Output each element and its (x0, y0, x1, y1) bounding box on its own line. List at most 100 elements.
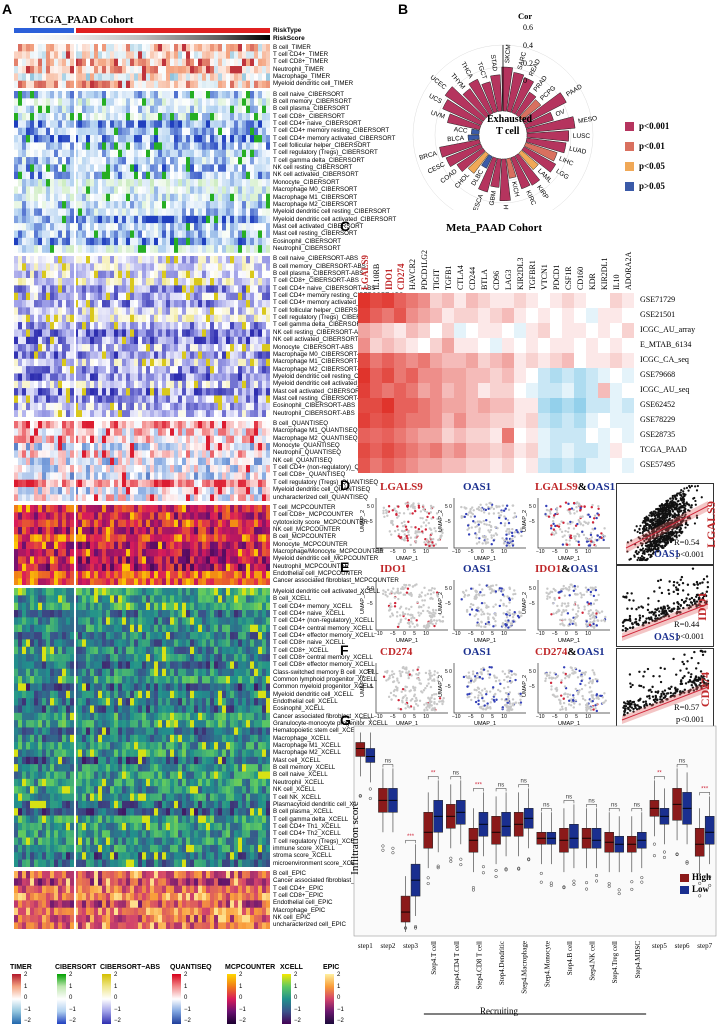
legend-tick: 2 (337, 972, 341, 978)
gene-label-vtcn1: VTCN1 (540, 264, 549, 290)
heat-cell (466, 338, 479, 354)
sig-bracket (631, 808, 643, 812)
scatter-r-f: R=0.57 (674, 702, 700, 712)
radial-bar-kirc (510, 155, 531, 190)
heat-cell (502, 443, 515, 459)
heatmap-row-label: T cell CD8+_CIBERSORT (273, 112, 345, 120)
heat-cell (442, 443, 455, 459)
heatmap-row-label: Macrophage M0_CIBERSORT (273, 186, 358, 194)
heatmap-row-label: Neutrophil_TIMER (273, 65, 324, 73)
sig-label-13: ** (657, 770, 662, 776)
sig-bracket (586, 804, 597, 808)
radial-label-meso: MESO (578, 115, 598, 125)
gene-label-lgals9: LGALS9 (360, 254, 370, 290)
cohort-label-gse28735: GSE28735 (640, 430, 676, 439)
box-low-6 (501, 812, 511, 837)
heatmap-row-label: NK cell activated_CIBERSORT (273, 171, 359, 179)
umap-xticks: −10 −5 0 5 10 (374, 714, 429, 720)
heat-cell (598, 293, 611, 309)
heat-cell (598, 428, 611, 444)
heat-cell (538, 398, 551, 414)
panel-g-group-label: Recruiting (480, 1006, 518, 1016)
heat-cell (478, 443, 491, 459)
umap-ylabel: UMAP_2 (360, 509, 367, 533)
heatmap-row-label: cytotoxicity score_MCPCOUNTER (273, 518, 368, 526)
step-label-0: step1 (358, 942, 373, 950)
heat-cell (382, 368, 395, 384)
heatmap-row-label: Myeloid dendritic cell activated_CIBERSO… (273, 380, 411, 388)
heatmap-row-label: Hematopoietic stem cell_XCELL (273, 727, 362, 735)
heat-cell (358, 413, 371, 429)
heat-cell (370, 368, 383, 384)
heat-cell (514, 443, 527, 459)
heatmap-row-label: Myeloid dendritic cell activated_XCELL (273, 587, 380, 595)
legend-tick: 2 (24, 972, 28, 978)
heat-cell (406, 413, 419, 429)
legend-swatch-low (680, 886, 689, 894)
step-label-8: Step4.Monocyte (543, 941, 551, 987)
heat-cell (466, 323, 479, 339)
heatmap-row-label: B cell_XCELL (273, 595, 312, 603)
radial-label-skcm: SKCM (504, 44, 512, 63)
radial-label-brca: BRCA (419, 150, 439, 162)
heatmap-row-label: T cell regulatory (Tregs)_QUANTISEQ (273, 478, 379, 486)
radial-bar-sarc (506, 72, 525, 113)
heat-cell (382, 428, 395, 444)
gene-label-tigit: TIGIT (432, 269, 441, 290)
radial-label-paad: PAAD (565, 83, 584, 98)
sig-label-15: *** (701, 786, 709, 792)
gene-label-ctla4: CTLA4 (456, 265, 465, 290)
heat-cell (358, 323, 371, 339)
umap-yticks: 5 0 −5 (445, 504, 452, 525)
heat-cell (502, 413, 515, 429)
radial-bar-kich (506, 157, 517, 179)
heatmap-row-label: B cell memory_CIBERSORT (273, 98, 352, 106)
heat-cell (430, 398, 443, 414)
heat-cell (478, 353, 491, 369)
legend-tick: −2 (184, 1018, 191, 1024)
sig-label-2: *** (407, 834, 415, 840)
heatmap-row-label: Common myeloid progenitor_XCELL (273, 683, 374, 691)
radial-bar-thca (468, 78, 494, 116)
heat-cell (394, 293, 407, 309)
heat-cell (538, 353, 551, 369)
heatmap-row-label: Myeloid dendritic cell resting_CIBERSORT (273, 208, 391, 216)
heatmap-row-label: T cell CD8+_CIBERSORT-ABS (273, 277, 359, 285)
heat-cell (370, 458, 383, 473)
sig-label-6: ns (498, 782, 504, 788)
heat-cell (550, 368, 563, 384)
sig-label-10: ns (588, 798, 594, 804)
umap-xticks: −10 −5 0 5 10 (452, 714, 507, 720)
heat-cell (502, 428, 515, 444)
heat-cell (382, 458, 395, 473)
heat-cell (466, 383, 479, 399)
sig-label-11: ns (611, 802, 617, 808)
sig-bracket (563, 800, 575, 804)
heat-cell (442, 413, 455, 429)
heat-cell (526, 368, 539, 384)
radial-label-ov: OV (555, 108, 567, 118)
heat-cell (610, 353, 623, 369)
heat-cell (622, 458, 634, 473)
heat-cell (514, 353, 527, 369)
heatmap-row-label: Cancer associated fibroblast_XCELL (273, 712, 375, 720)
heat-cell (418, 383, 431, 399)
heatmap-row-label: immune score_XCELL (273, 844, 335, 852)
umap-yticks: 5 0 −5 (367, 669, 374, 690)
umap-ylabel: UMAP_2 (438, 674, 445, 698)
legend-title-5: XCELL (280, 964, 303, 971)
scatter-ylabel-d: LGALS9 (703, 501, 718, 548)
radial-bar-pcpg (518, 99, 542, 121)
step-label-6: Step4.Dendritic (498, 941, 506, 985)
umap-plot-e-0 (375, 580, 448, 631)
radial-label-uvm: UVM (430, 110, 446, 121)
heat-cell (430, 308, 443, 324)
heat-cell (442, 353, 455, 369)
heatmap-row-label: T cell CD4+ central memory_XCELL (273, 624, 373, 632)
step-label-5: Step4.CD8 T cell (475, 941, 483, 990)
sig-bracket (495, 788, 507, 792)
legend-tick: 0 (69, 995, 73, 1001)
heatmap-row-label: B cell_QUANTISEQ (273, 420, 329, 428)
cohort-label-tcga_paad: TCGA_PAAD (640, 445, 687, 454)
heatmap-row-label: Macrophage_TIMER (273, 72, 331, 80)
